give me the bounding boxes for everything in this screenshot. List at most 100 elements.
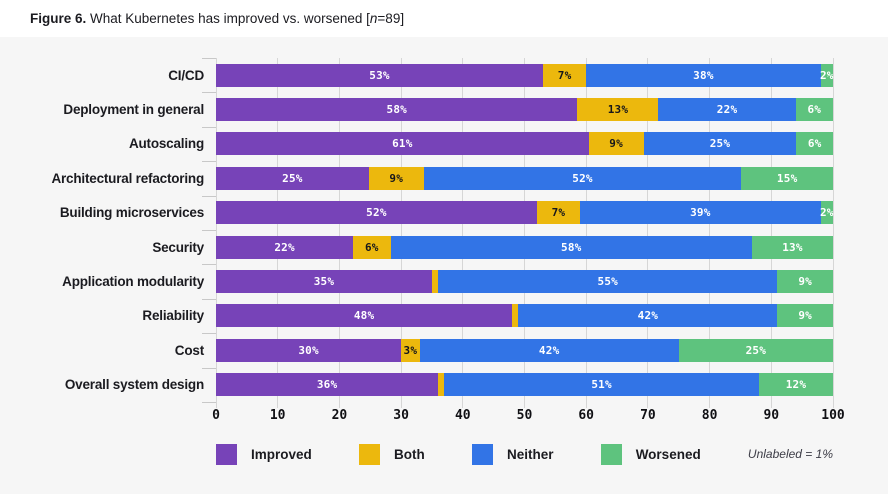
legend-item-neither: Neither	[471, 443, 553, 465]
y-axis-tick	[202, 92, 216, 94]
bar-segment-worsened: 25%	[678, 338, 833, 362]
bar-segment-worsened: 6%	[796, 132, 833, 156]
bar-segment-worsened: 9%	[777, 270, 833, 294]
segment-value-label: 53%	[369, 68, 390, 82]
category-label: Overall system design	[64, 377, 204, 393]
segment-value-label: 9%	[609, 137, 623, 151]
bar-segment-both: 3%	[401, 338, 420, 362]
bar-track: 52% 7% 39% 2%	[216, 201, 833, 225]
category-label: Security	[152, 239, 204, 255]
y-axis-tick	[202, 58, 216, 59]
gridline	[400, 58, 402, 408]
legend-label: Worsened	[635, 446, 701, 462]
segment-value-label: 48%	[353, 309, 375, 323]
figure-title-text: What Kubernetes has improved vs. worsene…	[86, 11, 370, 26]
gridline	[585, 58, 587, 408]
segment-value-label: 51%	[591, 378, 612, 392]
bar-segment-improved: 61%	[216, 132, 589, 156]
segment-value-label: 61%	[392, 137, 413, 151]
bar-segment-neither: 42%	[419, 338, 679, 362]
chart-row: CI/CD 53% 7% 38% 2%	[0, 58, 833, 92]
y-axis-tick	[202, 161, 216, 163]
figure-n-symbol: n	[369, 11, 378, 26]
stacked-bar-chart: CI/CD 53% 7% 38% 2% Deployment in general 58% 1…	[0, 58, 845, 465]
legend-label: Both	[393, 446, 425, 462]
segment-value-label: 52%	[366, 206, 387, 220]
y-axis-tick	[202, 298, 216, 300]
legend-label: Improved	[251, 446, 312, 462]
bar-segment-neither: 42%	[518, 304, 778, 328]
bar-segment-neither: 58%	[390, 235, 752, 259]
segment-value-label: 22%	[274, 240, 295, 254]
segment-value-label: 39%	[690, 206, 711, 220]
segment-value-label: 7%	[557, 68, 572, 82]
segment-value-label: 9%	[389, 171, 404, 185]
axis-tick-label: 40	[454, 407, 471, 423]
segment-value-label: 58%	[386, 103, 407, 117]
gridline	[215, 58, 217, 408]
bar-segment-both	[438, 373, 445, 397]
segment-value-label: 6%	[807, 103, 822, 117]
bar-segment-neither: 22%	[658, 98, 796, 122]
bar-segment-neither: 38%	[586, 63, 821, 87]
category-label: CI/CD	[168, 67, 204, 83]
bar-segment-neither: 55%	[438, 270, 778, 294]
y-axis-tick	[202, 230, 216, 231]
bar-track: 58% 13% 22% 6%	[216, 98, 833, 122]
segment-value-label: 13%	[607, 103, 629, 117]
category-label: Reliability	[142, 308, 204, 324]
bar-track: 36% 51% 12%	[216, 373, 833, 397]
bar-segment-worsened: 6%	[795, 98, 833, 122]
segment-value-label: 35%	[313, 275, 335, 289]
gridline	[770, 58, 772, 408]
axis-tick-label: 0	[212, 407, 220, 423]
segment-value-label: 52%	[572, 171, 593, 185]
gridline	[832, 58, 834, 408]
segment-value-label: 42%	[637, 309, 659, 323]
axis-tick-label: 20	[331, 407, 348, 423]
axis-tick-label: 70	[640, 407, 656, 423]
bar-segment-neither: 25%	[643, 132, 797, 156]
bar-track: 22% 6% 58% 13%	[216, 235, 833, 259]
bar-segment-worsened: 15%	[741, 166, 833, 190]
bar-segment-improved: 52%	[216, 201, 537, 225]
bar-segment-worsened: 13%	[751, 235, 833, 259]
segment-value-label: 25%	[745, 343, 767, 357]
y-axis-tick	[202, 264, 216, 266]
bar-track: 35% 55% 9%	[216, 270, 833, 294]
bar-segment-neither: 52%	[423, 166, 742, 190]
category-label: Application modularity	[62, 274, 204, 290]
bar-segment-both: 9%	[368, 166, 424, 190]
bar-segment-worsened: 9%	[777, 304, 833, 328]
bar-segment-worsened: 2%	[820, 63, 833, 87]
segment-value-label: 30%	[298, 343, 319, 357]
category-label: Building microservices	[59, 205, 204, 221]
chart-row: Reliability 48% 42% 9%	[0, 299, 833, 333]
bar-segment-improved: 48%	[216, 304, 513, 328]
axis-tick-label: 60	[578, 407, 595, 423]
bar-track: 30% 3% 42% 25%	[216, 338, 833, 362]
segment-value-label: 58%	[561, 240, 582, 254]
bar-segment-both: 9%	[588, 132, 644, 156]
y-axis-tick	[202, 367, 216, 369]
segment-value-label: 42%	[538, 343, 560, 357]
axis-tick-label: 80	[701, 407, 718, 423]
chart-row: Overall system design 36% 51% 12%	[0, 368, 833, 402]
figure-number: Figure 6.	[30, 11, 87, 26]
bar-segment-improved: 25%	[216, 166, 369, 190]
category-label: Cost	[174, 342, 204, 358]
segment-value-label: 55%	[597, 275, 618, 289]
chart-row: Cost 30% 3% 42% 25%	[0, 333, 833, 367]
bar-segment-both: 7%	[536, 201, 581, 225]
bar-segment-worsened: 2%	[820, 201, 833, 225]
bar-track: 53% 7% 38% 2%	[216, 63, 833, 87]
bar-segment-improved: 35%	[216, 270, 432, 294]
segment-value-label: 12%	[785, 378, 807, 392]
chart-row: Application modularity 35% 55% 9%	[0, 264, 833, 298]
chart-row: Autoscaling 61% 9% 25% 6%	[0, 127, 833, 161]
y-axis-tick	[202, 402, 216, 403]
bar-segment-neither: 51%	[444, 373, 759, 397]
category-label: Architectural refactoring	[51, 170, 204, 186]
bar-segment-improved: 58%	[216, 98, 578, 122]
bar-segment-improved: 22%	[216, 235, 354, 259]
